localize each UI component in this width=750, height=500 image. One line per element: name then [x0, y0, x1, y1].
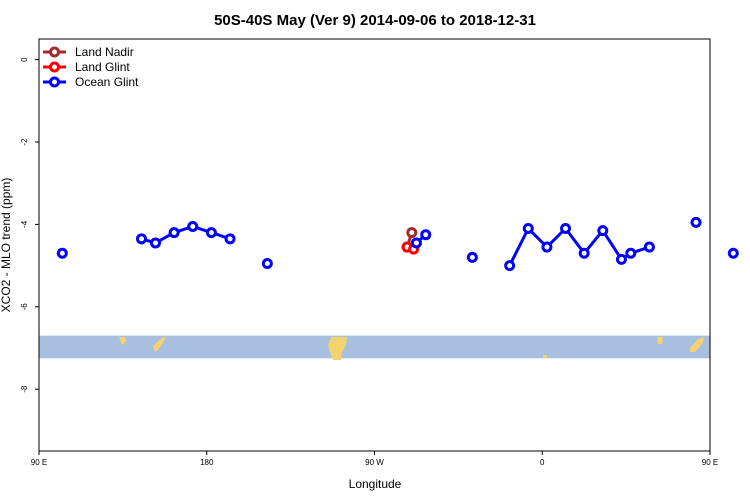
- data-point: [541, 241, 553, 253]
- x-axis-title: Longitude: [349, 477, 402, 491]
- legend-label: Land Nadir: [75, 45, 134, 59]
- legend-label: Ocean Glint: [75, 75, 139, 89]
- y-tick-label: -2: [20, 138, 29, 146]
- y-axis-title: XCO2 - MLO trend (ppm): [0, 178, 13, 313]
- data-point: [522, 223, 534, 235]
- data-point: [224, 233, 236, 245]
- data-point: [625, 247, 637, 259]
- map-strip-land-0: [119, 337, 126, 345]
- x-axis: 90 E 180 90 W 0 90 E: [31, 451, 718, 467]
- legend-label: Land Glint: [75, 60, 130, 74]
- map-strip-land-2: [328, 337, 347, 360]
- chart-title: 50S-40S May (Ver 9) 2014-09-06 to 2018-1…: [214, 12, 536, 29]
- map-strip-land-4: [657, 337, 663, 344]
- data-point: [615, 253, 627, 265]
- data-point: [643, 241, 655, 253]
- x-tick-label: 180: [200, 458, 214, 467]
- series-ocean-glint: [56, 216, 739, 272]
- data-point: [504, 260, 516, 272]
- map-strip-ocean: [39, 335, 710, 359]
- data-point: [727, 247, 739, 259]
- data-point: [466, 251, 478, 263]
- data-point: [690, 216, 702, 228]
- legend-marker: [49, 76, 60, 88]
- x-tick-label: 90 E: [702, 458, 718, 467]
- data-point: [136, 233, 148, 245]
- y-tick-label: -6: [20, 303, 29, 311]
- data-point: [578, 247, 590, 259]
- legend-marker: [49, 46, 60, 58]
- y-tick-label: -8: [20, 385, 29, 393]
- legend-marker: [49, 61, 60, 73]
- data-point: [597, 225, 609, 237]
- series-layer: [56, 216, 739, 272]
- map-strip-land-3: [543, 355, 547, 358]
- data-point: [406, 227, 418, 239]
- data-point: [420, 229, 432, 241]
- data-point: [56, 247, 68, 259]
- map-strip-land-1: [153, 337, 166, 352]
- x-tick-label: 90 E: [31, 458, 47, 467]
- data-point: [205, 227, 217, 239]
- x-tick-label: 0: [540, 458, 545, 467]
- y-tick-label: 0: [20, 57, 29, 62]
- data-point: [560, 223, 572, 235]
- y-tick-label: -4: [20, 220, 29, 228]
- map-strip-land-5: [690, 337, 705, 352]
- y-axis: 0 -2 -4 -6 -8: [20, 57, 39, 393]
- data-point: [261, 258, 273, 270]
- data-point: [187, 220, 199, 232]
- data-point: [168, 227, 180, 239]
- data-point: [149, 237, 161, 249]
- map-strip: [39, 335, 710, 360]
- x-tick-label: 90 W: [365, 458, 384, 467]
- data-point: [410, 237, 422, 249]
